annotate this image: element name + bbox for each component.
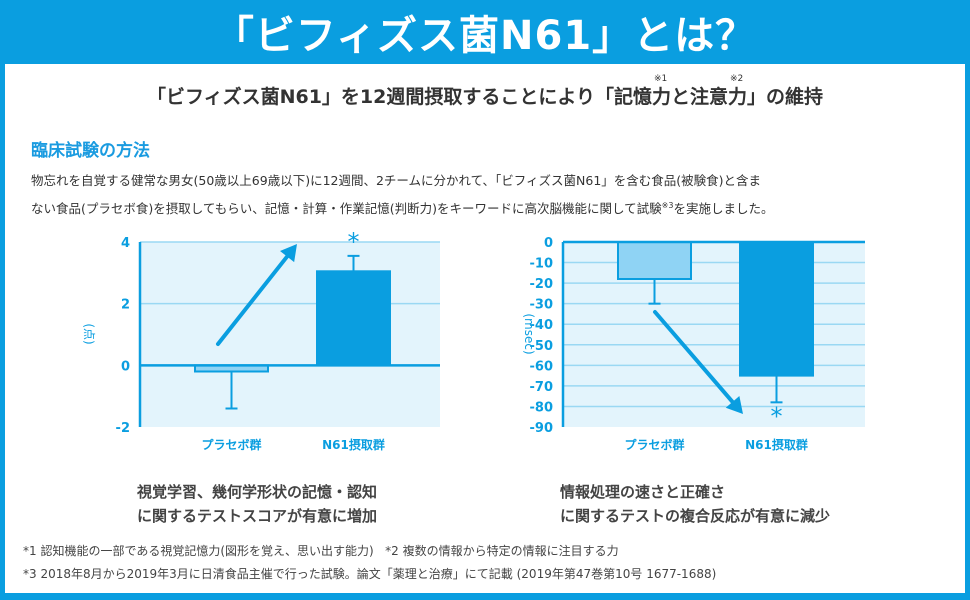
chart1-caption-line1: 視覚学習、幾何学形状の記憶・認知 — [137, 483, 378, 501]
footnote-ref-1: ※1 — [653, 74, 668, 84]
up-arrow-icon — [280, 244, 297, 263]
y-axis-label: (点) — [82, 323, 96, 344]
chart-2: 0 -10 -20 -30 -40 -50 -60 -70 -80 -90 (msec) プラセボ群 *… — [522, 236, 865, 452]
section-title: 臨床試験の方法 — [31, 141, 150, 161]
x-category-label: N61摂取群 — [322, 437, 385, 452]
method-line-2a: ない食品(プラセボ食)を摂取してもらい、記憶・計算・作業記憶(判断力)をキーワー… — [31, 201, 662, 217]
method-line-2b: を実施しました。 — [673, 201, 774, 217]
method-description: 物忘れを自覚する健常な男女(50歳以上69歳以下)に12週間、2チームに分かれて… — [31, 168, 941, 221]
y-tick-label: -40 — [530, 318, 554, 333]
down-arrow-icon — [725, 396, 743, 414]
bar-n61 — [739, 241, 814, 377]
footnote-row-1: *1 認知機能の一部である視覚記憶力(図形を覚え、思い出す能力) *2 複数の情… — [23, 540, 716, 563]
y-tick-label: -90 — [530, 421, 554, 436]
method-line-1: 物忘れを自覚する健常な男女(50歳以上69歳以下)に12週間、2チームに分かれて… — [31, 173, 762, 188]
footnote-1: *1 認知機能の一部である視覚記憶力(図形を覚え、思い出す能力) — [23, 544, 374, 558]
y-tick-label: -70 — [530, 380, 554, 395]
significance-asterisk: * — [348, 228, 360, 256]
chart2-caption-line2: に関するテストの複合反応が有意に減少 — [560, 507, 831, 525]
trend-arrow-shaft — [653, 310, 735, 404]
y-tick-label: -10 — [530, 257, 554, 272]
method-line-2: ない食品(プラセボ食)を摂取してもらい、記憶・計算・作業記憶(判断力)をキーワー… — [31, 193, 941, 221]
x-category-label: プラセボ群 — [201, 437, 261, 452]
y-axis-label: (msec) — [522, 313, 536, 354]
y-tick-label: -50 — [530, 339, 554, 354]
chart1-caption-line2: に関するテストスコアが有意に増加 — [137, 507, 378, 525]
y-tick-label: -2 — [116, 421, 130, 436]
footnote-ref-2: ※2 — [730, 74, 744, 84]
y-tick-label: 2 — [121, 298, 130, 313]
bar-n61 — [316, 270, 391, 367]
header-banner: 「ビフィズス菌N61」とは？ — [0, 0, 970, 64]
lead-text-5: 」の維持 — [747, 86, 824, 108]
x-category-label: N61摂取群 — [745, 437, 808, 452]
footnote-3: *3 2018年8月から2019年3月に日清食品主催で行った試験。論文「薬理と治… — [23, 567, 717, 581]
y-tick-label: -30 — [530, 298, 554, 313]
plot-area — [140, 242, 440, 427]
lead-power-2: ※2 力 — [728, 74, 748, 108]
footnote-ref-3: ※3 — [661, 201, 674, 210]
chart2-caption-line1: 情報処理の速さと正確さ — [560, 483, 726, 501]
y-tick-label: 4 — [121, 236, 130, 251]
y-tick-label: -60 — [530, 359, 554, 374]
charts-canvas: 4 2 0 -2 (点) プラセボ群 * N61摂取群 0 -10 -20 -30 -40 -50 -60 -… — [82, 228, 865, 452]
chart-1: 4 2 0 -2 (点) プラセボ群 * N61摂取群 — [82, 228, 440, 452]
y-tick-label: 0 — [121, 359, 130, 374]
content-panel: 「ビフィズス菌N61」を12週間摂取することにより「記憶 ※1 力と注意 ※2 力」の維… — [5, 64, 965, 593]
footnotes: *1 認知機能の一部である視覚記憶力(図形を覚え、思い出す能力) *2 複数の情… — [23, 540, 716, 586]
lead-text-4: 力 — [728, 86, 748, 108]
bar-placebo — [617, 241, 692, 280]
y-tick-label: -20 — [530, 277, 554, 292]
lead-headline: 「ビフィズス菌N61」を12週間摂取することにより「記憶 ※1 力と注意 ※2 力」の維… — [5, 74, 965, 109]
significance-asterisk: * — [771, 402, 783, 430]
y-tick-label: -80 — [530, 400, 554, 415]
x-category-label: プラセボ群 — [624, 437, 684, 452]
lead-text-2: 力 — [651, 86, 671, 108]
trend-arrow-shaft — [216, 254, 290, 346]
lead-power-1: ※1 力 — [651, 74, 671, 108]
footnote-2: *2 複数の情報から特定の情報に注目する力 — [385, 544, 619, 558]
plot-area — [563, 242, 865, 427]
lead-text-3: と注意 — [671, 86, 729, 108]
y-tick-label: 0 — [544, 236, 553, 251]
chart1-caption: 視覚学習、幾何学形状の記憶・認知 に関するテストスコアが有意に増加 — [137, 480, 377, 528]
chart2-caption: 情報処理の速さと正確さ に関するテストの複合反応が有意に減少 — [560, 480, 830, 528]
page-title: 「ビフィズス菌N61」とは？ — [213, 13, 757, 59]
lead-text-1: 「ビフィズス菌N61」を12週間摂取することにより「記憶 — [146, 86, 652, 108]
